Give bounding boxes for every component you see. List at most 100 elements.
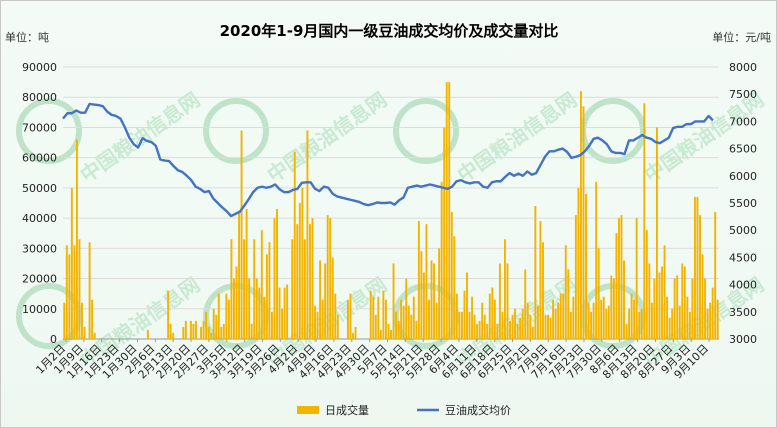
volume-bar [377, 296, 380, 339]
volume-bar [172, 332, 175, 339]
volume-bar [638, 311, 641, 339]
volume-bar [597, 248, 600, 339]
volume-bar [458, 311, 461, 339]
volume-bar [324, 263, 327, 339]
volume-bar [617, 218, 620, 339]
volume-bar [493, 299, 496, 339]
volume-bar [271, 311, 273, 339]
volume-bar [222, 323, 225, 339]
volume-bar [331, 257, 334, 339]
volume-bar [645, 230, 648, 339]
volume-bar [678, 305, 681, 339]
volume-bar [240, 130, 243, 339]
volume-bar [81, 302, 83, 339]
right-tick-label: 6000 [729, 170, 757, 183]
volume-bar [666, 296, 669, 339]
volume-bar [623, 260, 625, 339]
volume-bar [706, 308, 709, 339]
volume-bar [374, 314, 377, 339]
volume-bar [693, 196, 696, 339]
x-axis-ticks: 1月2日1月9日1月16日1月23日1月30日2月6日2月13日2月20日2月2… [33, 339, 711, 382]
volume-bar [630, 293, 633, 339]
volume-bar [253, 239, 256, 339]
volume-bar [303, 239, 306, 339]
volume-bar [281, 308, 284, 339]
volume-bar [610, 275, 613, 339]
volume-bar [217, 293, 220, 339]
volume-bar [704, 278, 707, 339]
volume-bar [620, 215, 623, 339]
volume-bar [471, 296, 474, 339]
volume-bar [671, 308, 674, 339]
left-tick-label: 50000 [22, 182, 57, 195]
volume-bar [321, 299, 324, 339]
right-tick-label: 4000 [729, 279, 757, 292]
left-axis-unit: 单位：吨 [5, 30, 49, 44]
volume-bar [428, 299, 430, 339]
volume-bar [200, 326, 202, 339]
volume-bar [422, 272, 425, 339]
volume-bar [625, 323, 628, 339]
volume-bar [661, 266, 663, 339]
volume-bar [369, 290, 372, 339]
right-axis-unit: 单位：元/吨 [712, 30, 771, 44]
volume-bar [585, 193, 587, 339]
volume-bar [248, 278, 251, 339]
volume-bar [286, 284, 289, 339]
legend-label-volume: 日成交量 [325, 403, 369, 417]
volume-bar [688, 311, 691, 339]
left-tick-label: 30000 [22, 242, 57, 255]
volume-bar [210, 332, 213, 339]
volume-bar [392, 263, 395, 339]
volume-bar [405, 278, 408, 339]
volume-bar [443, 127, 446, 339]
right-tick-label: 4500 [729, 251, 757, 264]
volume-bar [466, 272, 468, 339]
volume-bar [205, 311, 208, 339]
volume-bar [93, 332, 96, 339]
volume-bar [245, 209, 248, 339]
volume-bar [70, 187, 73, 339]
volume-bar [468, 311, 471, 339]
left-tick-label: 10000 [22, 303, 57, 316]
volume-bar [562, 293, 565, 339]
price-line [62, 102, 714, 218]
volume-bar [278, 287, 281, 339]
left-tick-label: 90000 [22, 61, 57, 74]
volume-bar [580, 91, 582, 340]
volume-bar [202, 320, 205, 339]
volume-bar [410, 314, 413, 339]
volume-bar [716, 299, 719, 339]
watermark-text: 中国粮油信息网 [76, 87, 204, 187]
volume-bar [574, 215, 577, 339]
volume-bar [430, 260, 433, 339]
volume-bar [306, 130, 309, 339]
volume-bar [298, 203, 301, 339]
volume-bar [600, 299, 603, 339]
volume-bar [276, 209, 278, 339]
volume-bar [511, 314, 514, 339]
legend-swatch-volume [297, 406, 319, 414]
volume-bar [182, 326, 185, 339]
volume-bar [207, 326, 210, 339]
volume-bar [683, 266, 686, 339]
volume-bar [498, 263, 501, 339]
volume-bar [488, 293, 491, 339]
volume-bar [612, 278, 615, 339]
right-tick-label: 7500 [729, 88, 757, 101]
volume-bar [397, 320, 400, 339]
watermark-logo [203, 98, 269, 164]
volume-bar [460, 311, 463, 339]
volume-bar [529, 314, 532, 339]
volume-bar [407, 305, 410, 339]
volume-bar [334, 293, 337, 339]
volume-bar [91, 299, 94, 339]
volume-bar [544, 314, 547, 339]
volume-bar [455, 293, 458, 339]
left-axis-ticks: 0 10000 20000 30000 40000 50000 60000 70000 8000… [22, 61, 57, 346]
volume-bar [516, 323, 519, 339]
volume-bar [195, 320, 197, 339]
volume-bar [78, 239, 81, 339]
volume-bar [699, 215, 701, 339]
volume-bar [501, 311, 504, 339]
